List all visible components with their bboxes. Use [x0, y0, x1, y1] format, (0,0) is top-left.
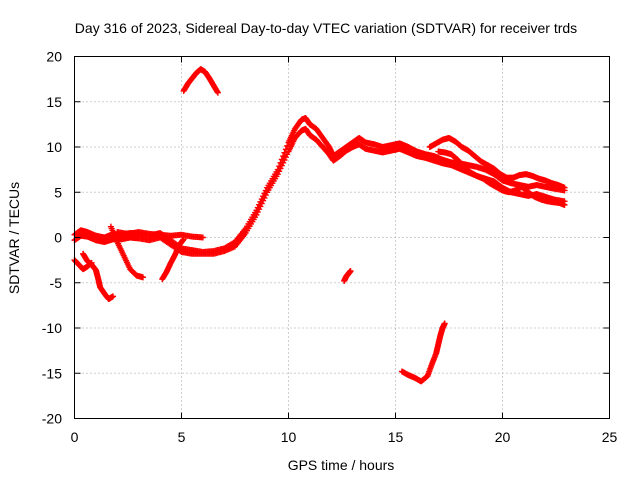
data-point	[110, 293, 117, 300]
x-tick-label: 10	[281, 429, 297, 445]
y-tick-label: -20	[42, 411, 62, 427]
x-tick-label: 0	[71, 429, 79, 445]
series-trace-early-dip-4	[159, 236, 187, 283]
series-trace-main-2	[71, 125, 568, 257]
y-tick-label: 15	[46, 94, 62, 110]
data-points-layer	[71, 66, 568, 385]
y-axis-label: SDTVAR / TECUs	[6, 182, 22, 294]
series-trace-early-dip-2	[107, 223, 146, 281]
y-tick-label: 0	[54, 230, 62, 246]
series-trace-early-upper	[114, 229, 206, 241]
x-axis-label: GPS time / hours	[288, 457, 395, 473]
x-tick-label: 15	[388, 429, 404, 445]
chart-title: Day 316 of 2023, Sidereal Day-to-day VTE…	[75, 20, 577, 36]
y-tick-labels: -20 -15 -10 -5 0 5 10 15 20	[42, 49, 62, 427]
series-trace-deep-negative	[398, 320, 448, 385]
x-tick-label: 5	[178, 429, 186, 445]
series-trace-isolated-blip	[341, 267, 354, 284]
y-tick-label: 5	[54, 184, 62, 200]
x-tick-label: 25	[602, 429, 618, 445]
data-point	[561, 201, 568, 208]
ticks-layer	[74, 56, 610, 419]
data-point	[347, 267, 354, 274]
y-tick-label: -5	[50, 275, 63, 291]
series-trace-east-upper	[426, 134, 568, 191]
y-tick-label: 10	[46, 139, 62, 155]
data-point	[139, 274, 146, 281]
data-point	[561, 184, 568, 191]
data-point	[199, 234, 206, 241]
series-trace-early-dip-1	[80, 250, 117, 303]
y-tick-label: -10	[42, 320, 62, 336]
y-tick-label: 20	[46, 49, 62, 65]
series-trace-east-lower	[435, 148, 568, 208]
data-point	[214, 89, 221, 96]
data-point	[88, 259, 95, 266]
x-tick-label: 20	[495, 429, 511, 445]
x-tick-labels: 0 5 10 15 20 25	[71, 429, 618, 445]
y-tick-label: -15	[42, 365, 62, 381]
series-trace-peak-arc	[180, 66, 221, 96]
data-point	[441, 320, 448, 327]
